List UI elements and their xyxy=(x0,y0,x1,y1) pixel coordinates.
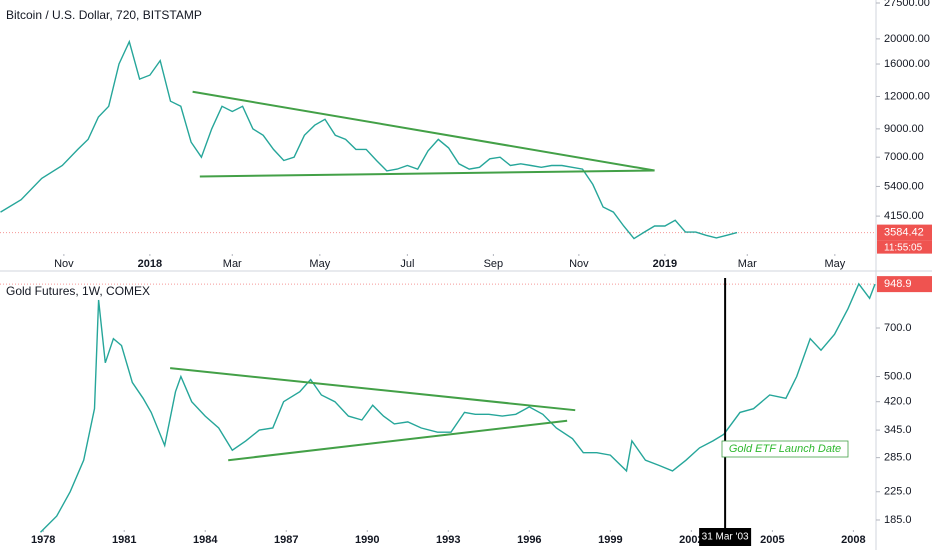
x-tick-label: Mar xyxy=(223,258,242,270)
y-tick-label: 185.0 xyxy=(884,514,912,526)
y-tick-label: 225.0 xyxy=(884,486,912,498)
y-tick-label: 700.0 xyxy=(884,322,912,334)
price-label-box xyxy=(877,224,932,241)
price-line xyxy=(0,39,738,240)
y-tick-label: 20000.00 xyxy=(884,33,930,45)
price-label: 3584.42 xyxy=(884,227,924,239)
x-tick-label: 1984 xyxy=(193,534,218,546)
price-label: 948.9 xyxy=(884,278,912,290)
x-tick-label: Jul xyxy=(400,258,414,270)
trendline xyxy=(192,90,655,172)
x-tick-label: 2008 xyxy=(841,534,865,546)
y-tick-label: 12000.00 xyxy=(884,90,930,102)
y-tick-label: 4150.00 xyxy=(884,210,924,222)
x-tick-label: 2002 xyxy=(679,534,703,546)
time-label-box xyxy=(877,240,932,254)
event-label-box xyxy=(699,528,752,546)
price-line xyxy=(40,282,876,533)
chart-title: Bitcoin / U.S. Dollar, 720, BITSTAMP xyxy=(6,8,202,22)
x-tick-label: 1999 xyxy=(598,534,622,546)
annotation: Gold ETF Launch Date xyxy=(729,443,841,455)
x-tick-label: 1987 xyxy=(274,534,298,546)
y-tick-label: 5400.00 xyxy=(884,180,924,192)
x-tick-label: 2019 xyxy=(653,258,677,270)
price-label-box xyxy=(877,276,932,293)
trendline xyxy=(228,419,568,462)
x-tick-label: May xyxy=(824,258,845,270)
event-label: 31 Mar '03 xyxy=(702,532,749,543)
time-label: 11:55:05 xyxy=(884,242,923,253)
trendline xyxy=(199,169,655,178)
trendline xyxy=(170,367,576,412)
x-tick-label: May xyxy=(309,258,330,270)
y-tick-label: 9000.00 xyxy=(884,123,924,135)
y-tick-label: 27500.00 xyxy=(884,0,930,9)
x-tick-label: 2018 xyxy=(138,258,162,270)
x-tick-label: Nov xyxy=(569,258,589,270)
chart-title: Gold Futures, 1W, COMEX xyxy=(6,284,150,298)
y-tick-label: 500.0 xyxy=(884,370,912,382)
x-tick-label: 2005 xyxy=(760,534,784,546)
x-tick-label: 1993 xyxy=(436,534,460,546)
x-tick-label: 1981 xyxy=(112,534,136,546)
y-tick-label: 7000.00 xyxy=(884,151,924,163)
y-tick-label: 345.0 xyxy=(884,424,912,436)
x-tick-label: 1996 xyxy=(517,534,541,546)
x-tick-label: 1990 xyxy=(355,534,379,546)
x-tick-label: Nov xyxy=(54,258,74,270)
x-tick-label: Sep xyxy=(484,258,504,270)
x-tick-label: 1978 xyxy=(31,534,55,546)
x-tick-label: Mar xyxy=(738,258,757,270)
y-tick-label: 16000.00 xyxy=(884,58,930,70)
y-tick-label: 420.0 xyxy=(884,396,912,408)
y-tick-label: 285.0 xyxy=(884,452,912,464)
annotation-box xyxy=(721,440,849,458)
